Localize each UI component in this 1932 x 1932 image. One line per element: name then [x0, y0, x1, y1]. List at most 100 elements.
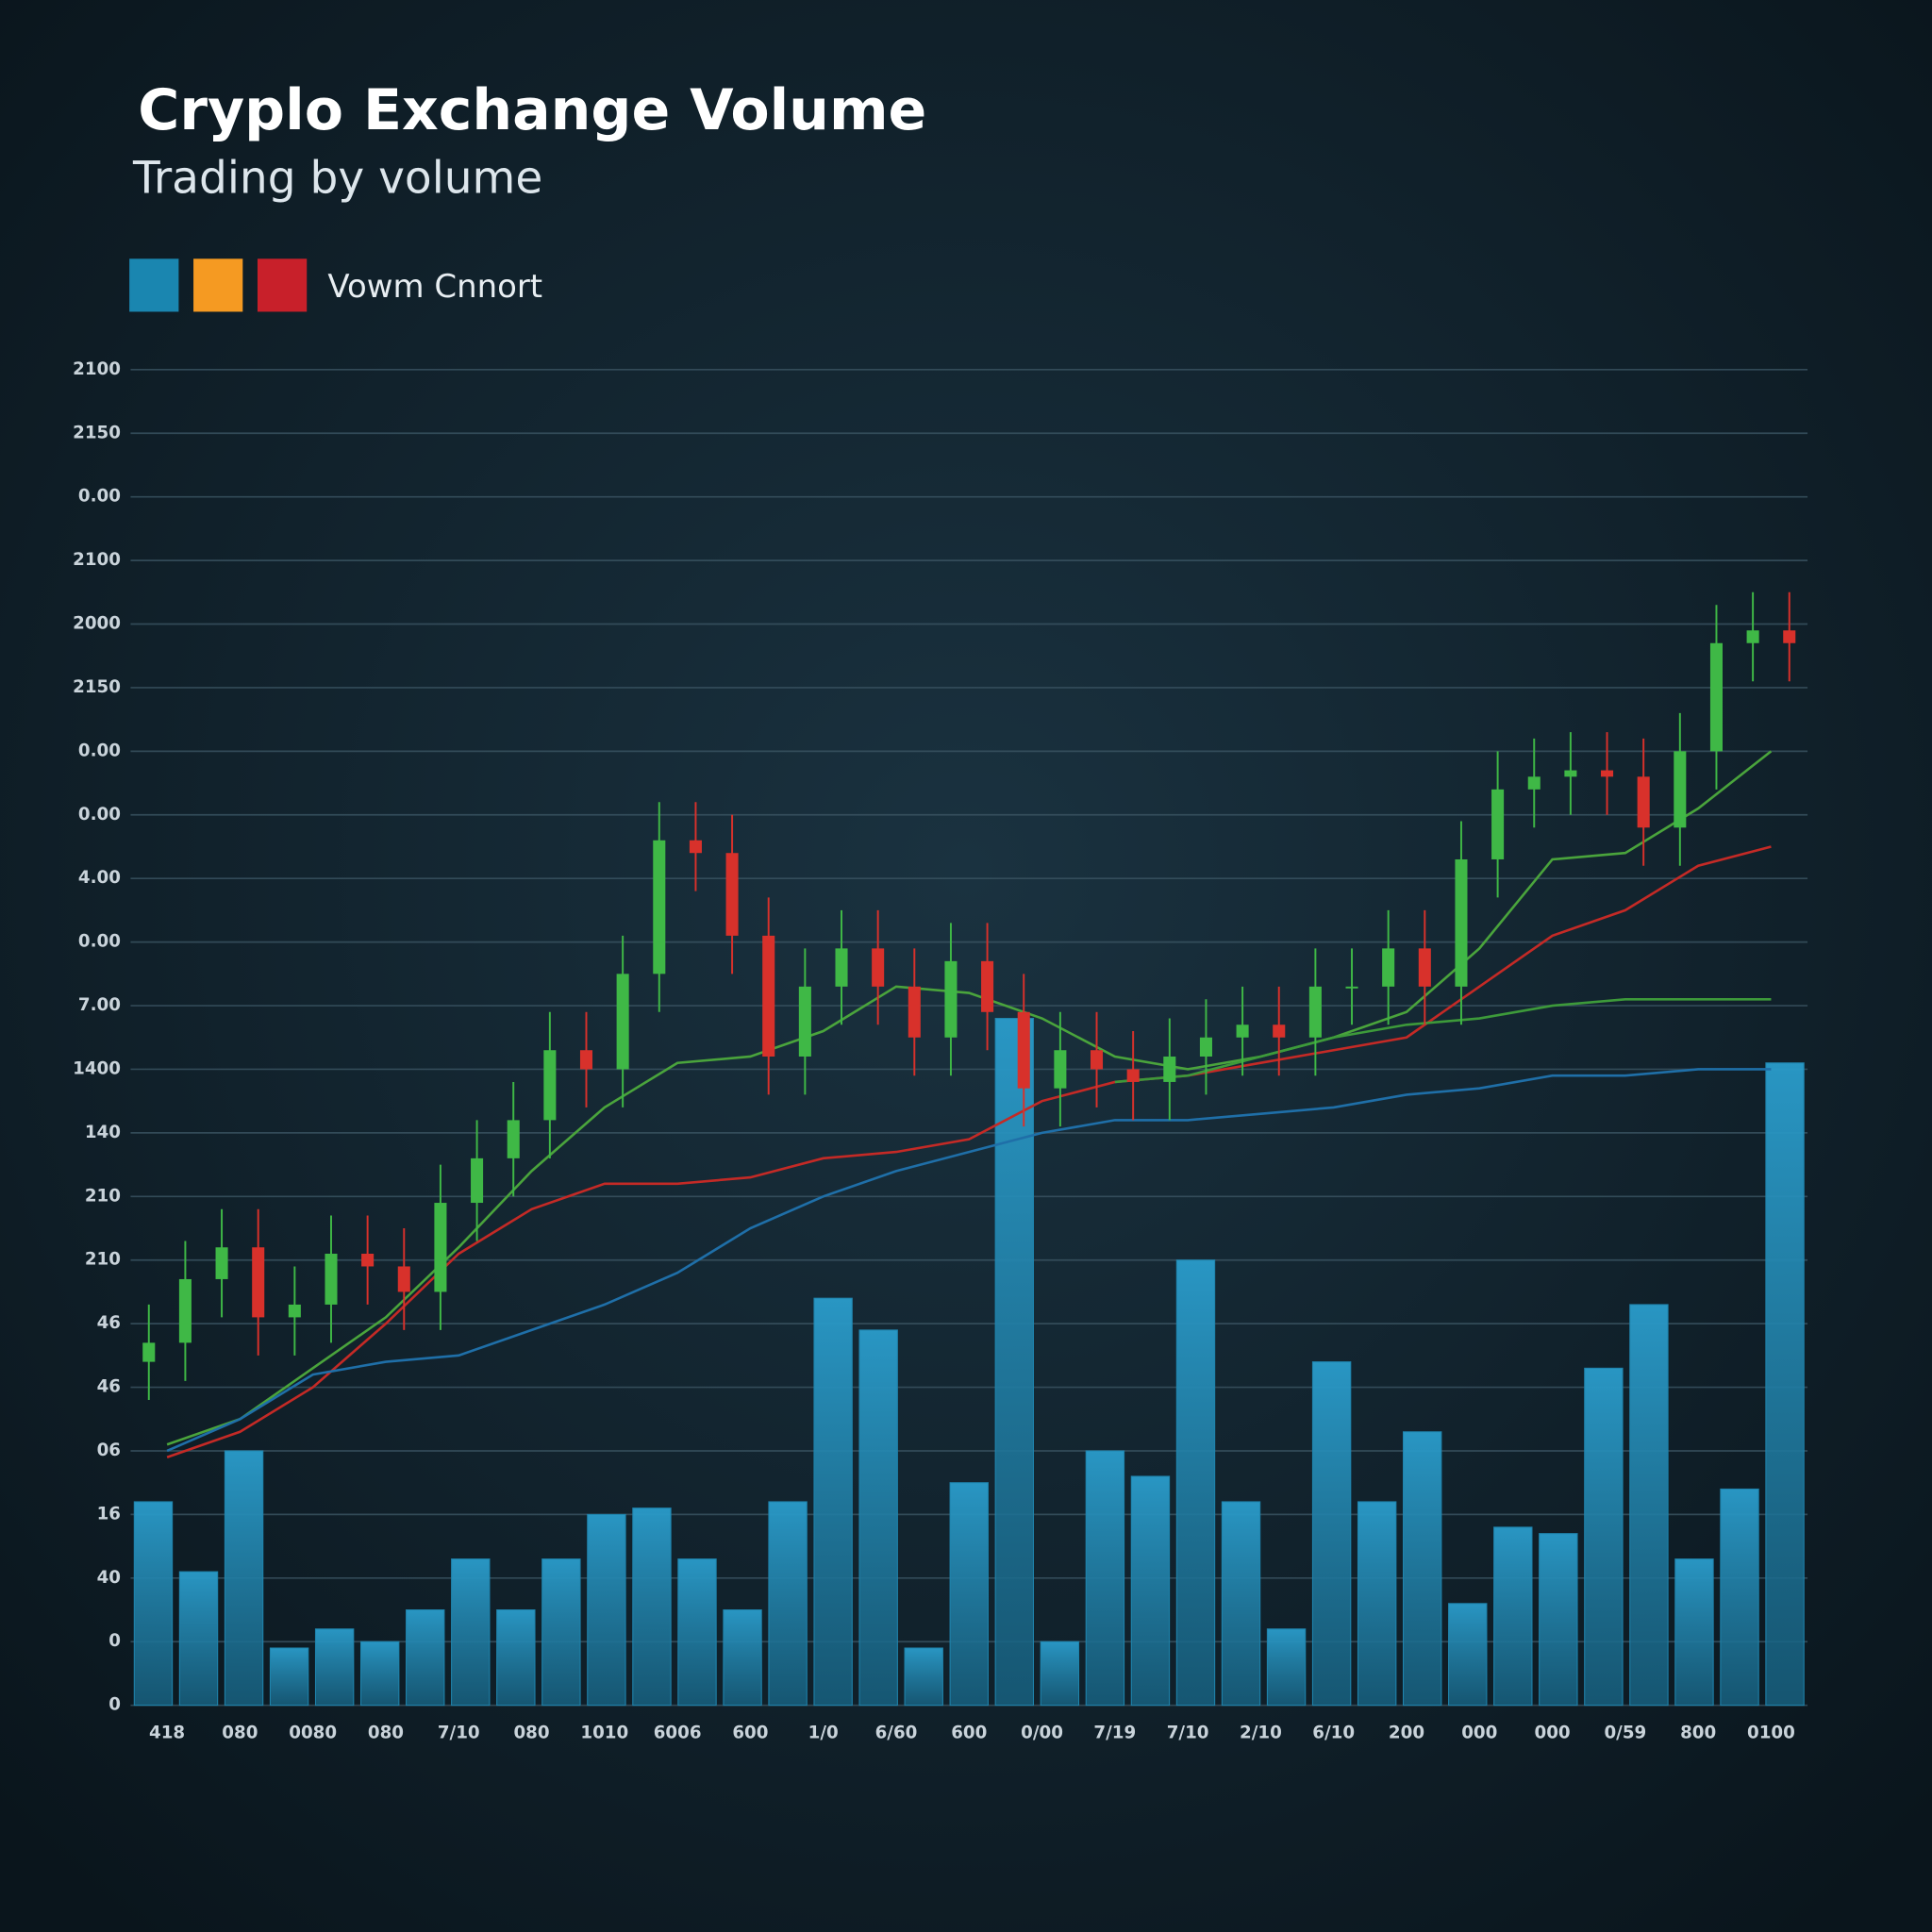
candle-body — [288, 1304, 301, 1318]
y-tick-label: 2150 — [73, 677, 121, 697]
candle-body — [543, 1050, 557, 1121]
volume-bar — [133, 1501, 174, 1707]
y-tick-label: 40 — [97, 1568, 121, 1588]
legend-swatch — [257, 258, 308, 312]
x-tick-label: 080 — [222, 1724, 258, 1743]
y-tick-label: 0.00 — [78, 805, 121, 824]
volume-bar — [677, 1558, 717, 1707]
candle-body — [908, 986, 921, 1038]
candle-body — [178, 1278, 192, 1343]
volume-bar — [632, 1507, 672, 1707]
legend-swatch — [193, 258, 243, 312]
x-tick-label: 1/0 — [808, 1724, 839, 1743]
candle-body — [944, 960, 958, 1038]
x-tick-label: 1010 — [580, 1724, 628, 1743]
x-tick-label: 0/00 — [1021, 1724, 1063, 1743]
candle-body — [1418, 948, 1431, 987]
y-tick-label: 1400 — [73, 1058, 121, 1078]
x-tick-label: 418 — [149, 1724, 185, 1743]
candle-body — [471, 1158, 484, 1204]
x-tick-label: 6/10 — [1312, 1724, 1355, 1743]
y-tick-label: 2150 — [73, 423, 121, 442]
y-tick-label: 46 — [97, 1377, 121, 1397]
volume-bar — [359, 1641, 400, 1707]
candle-body — [252, 1247, 265, 1318]
candle-body — [1236, 1024, 1249, 1038]
candle-body — [653, 840, 666, 974]
y-tick-label: 0 — [108, 1695, 121, 1715]
volume-bar — [1175, 1259, 1216, 1707]
volume-bar — [1266, 1628, 1307, 1707]
volume-bar — [858, 1329, 898, 1707]
candle-body — [1746, 630, 1759, 643]
volume-bar — [406, 1609, 445, 1707]
candle-body — [1783, 630, 1796, 643]
y-tick-label: 210 — [85, 1250, 121, 1270]
candle-body — [1273, 1024, 1286, 1038]
candle-body — [434, 1203, 447, 1292]
volume-bar — [904, 1647, 943, 1707]
candle-body — [1126, 1069, 1140, 1082]
y-tick-label: 0.00 — [78, 741, 121, 760]
x-tick-label: 200 — [1389, 1724, 1424, 1743]
candle-body — [397, 1266, 410, 1292]
x-tick-label: 000 — [1534, 1724, 1570, 1743]
x-tick-label: 0100 — [1747, 1724, 1795, 1743]
x-tick-label: 600 — [732, 1724, 768, 1743]
legend-swatch — [129, 258, 179, 312]
volume-bar — [451, 1558, 491, 1707]
candle-body — [872, 948, 885, 987]
y-tick-label: 46 — [97, 1313, 121, 1333]
legend-label: Vowm Cnnort — [327, 268, 542, 306]
candle-body — [1527, 776, 1541, 790]
volume-bar — [496, 1609, 536, 1707]
ma-line — [166, 1068, 1772, 1453]
candle-body — [1709, 642, 1723, 752]
y-tick-label: 0.00 — [78, 932, 121, 952]
volume-bar — [1493, 1526, 1533, 1707]
volume-bar — [1629, 1304, 1669, 1707]
y-tick-label: 140 — [85, 1123, 121, 1142]
candle-body — [1345, 986, 1358, 989]
x-tick-label: 600 — [951, 1724, 987, 1743]
x-tick-label: 080 — [513, 1724, 549, 1743]
candle-body — [1455, 858, 1468, 987]
volume-bar — [178, 1571, 219, 1707]
y-tick-label: 210 — [85, 1186, 121, 1206]
y-tick-label: 0 — [108, 1631, 121, 1651]
candle-body — [616, 974, 629, 1070]
x-tick-label: 7/10 — [438, 1724, 480, 1743]
volume-bar — [1674, 1558, 1714, 1707]
candle-body — [1199, 1037, 1212, 1057]
volume-bar — [1311, 1361, 1352, 1707]
y-tick-label: 7.00 — [78, 995, 121, 1015]
candle-body — [835, 948, 848, 987]
candle-body — [142, 1342, 156, 1362]
candle-body — [1163, 1056, 1176, 1082]
candle-body — [361, 1253, 375, 1267]
volume-bar — [541, 1558, 581, 1707]
candle-body — [798, 986, 811, 1057]
y-tick-label: 4.00 — [78, 868, 121, 888]
candle-body — [1017, 1011, 1030, 1089]
candle-body — [579, 1050, 593, 1070]
x-tick-label: 7/10 — [1167, 1724, 1209, 1743]
y-tick-label: 0.00 — [78, 487, 121, 507]
x-tick-label: 0/59 — [1604, 1724, 1646, 1743]
volume-bar — [994, 1018, 1035, 1707]
x-tick-label: 6/60 — [875, 1724, 918, 1743]
candle-body — [1491, 789, 1505, 859]
x-tick-label: 000 — [1461, 1724, 1497, 1743]
candle-body — [1308, 986, 1322, 1038]
candle-body — [1674, 751, 1687, 828]
x-tick-label: 7/19 — [1093, 1724, 1136, 1743]
candle-body — [325, 1253, 338, 1305]
volume-bar — [587, 1513, 626, 1707]
volume-bar — [314, 1628, 355, 1707]
y-tick-label: 2100 — [73, 359, 121, 379]
y-tick-label: 2100 — [73, 550, 121, 570]
candle-body — [1054, 1050, 1067, 1089]
candle-body — [1601, 770, 1614, 777]
